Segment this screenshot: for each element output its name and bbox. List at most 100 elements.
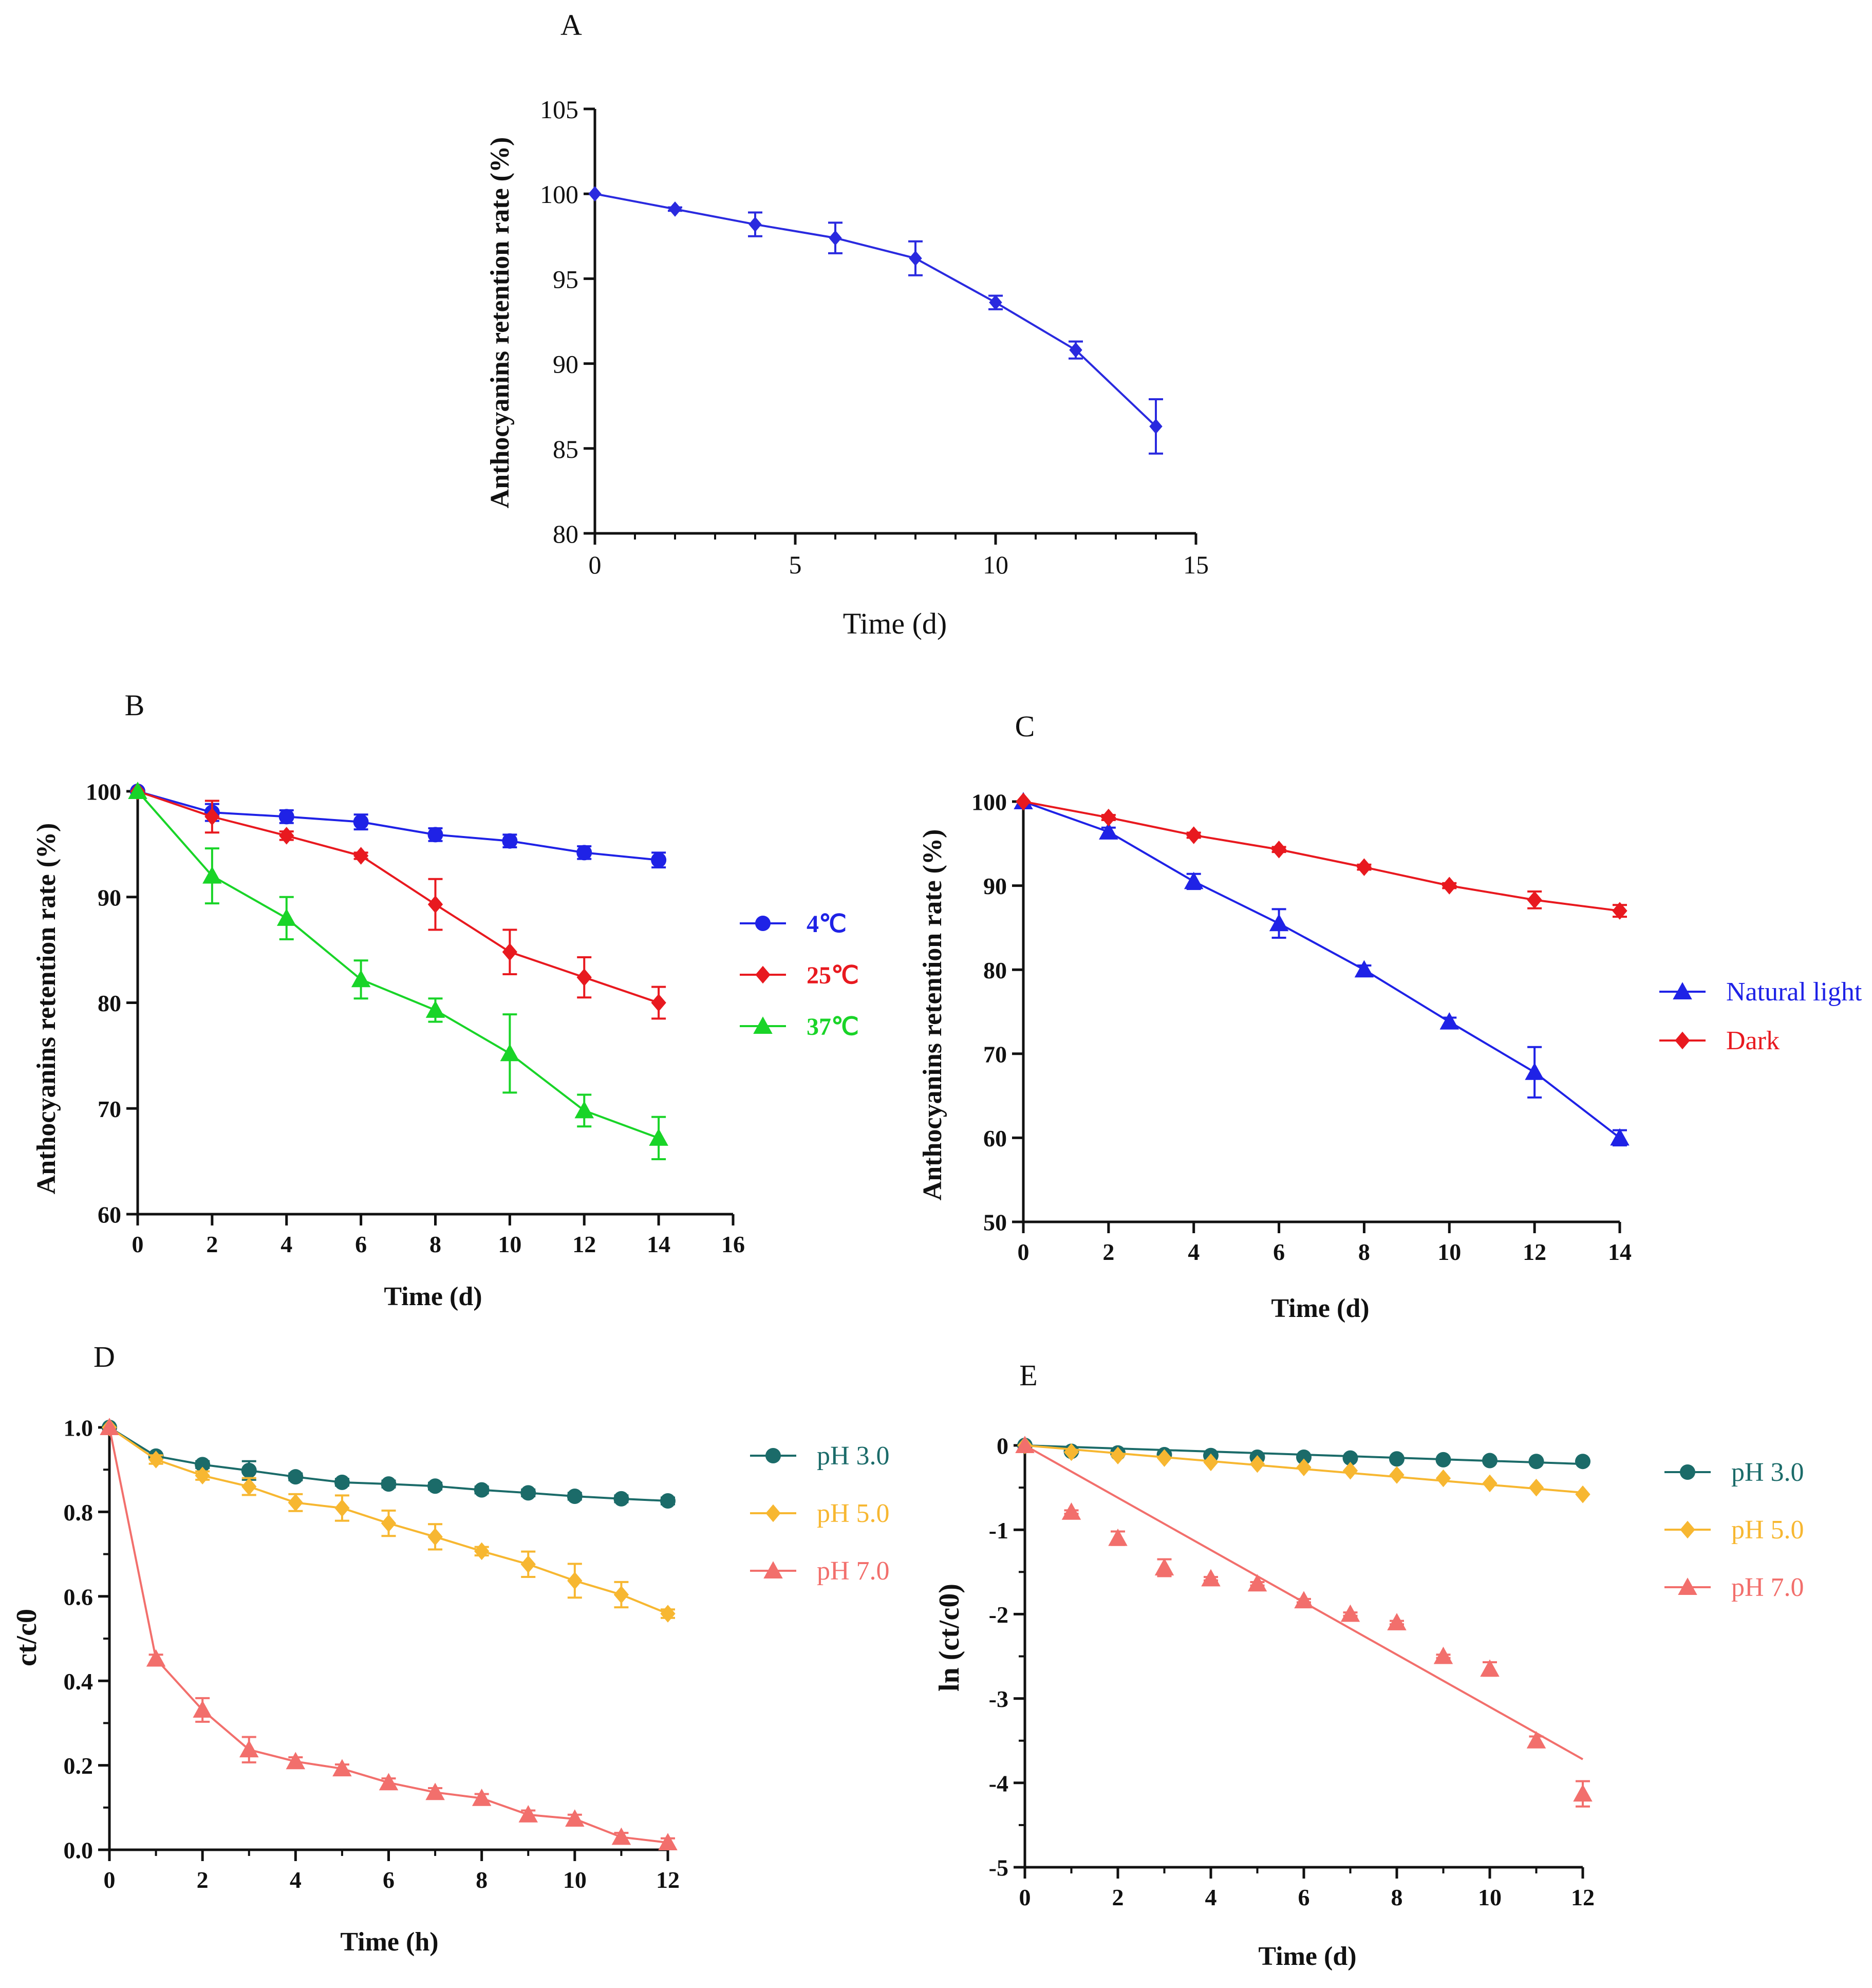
legend-label: 37℃ (807, 1013, 859, 1041)
y-tick-label: 100 (86, 779, 121, 805)
data-point (332, 1759, 352, 1777)
legend-label: pH 7.0 (817, 1556, 890, 1586)
data-point (351, 970, 371, 988)
data-point (1201, 1569, 1221, 1587)
data-point (204, 808, 220, 826)
data-point (1354, 960, 1374, 978)
y-tick-label: -3 (989, 1686, 1008, 1712)
data-point (574, 1101, 594, 1119)
series-line (137, 790, 659, 1139)
y-tick-label: 0.2 (64, 1753, 93, 1779)
plot-area (100, 1418, 678, 1851)
y-tick-label: 80 (983, 957, 1007, 983)
data-point (1342, 1450, 1358, 1466)
legend-label: 25℃ (807, 962, 859, 989)
data-point (474, 1482, 490, 1498)
data-point (829, 230, 842, 246)
y-axis-title: Anthocyanins retention rate (%) (32, 823, 61, 1195)
plot-area (1014, 792, 1630, 1147)
data-point (279, 827, 294, 845)
data-point (427, 1478, 443, 1494)
legend-marker (1675, 1031, 1690, 1050)
data-point (146, 1649, 166, 1667)
x-tick-label: 6 (1298, 1884, 1310, 1910)
y-axis-title: ct/c0 (11, 1609, 43, 1666)
x-tick-label: 0 (1019, 1884, 1031, 1910)
x-tick-label: 8 (1358, 1239, 1370, 1265)
legend-label: pH 5.0 (1731, 1515, 1804, 1545)
x-tick-label: 6 (355, 1231, 367, 1257)
data-point (649, 1128, 668, 1146)
axes: 0 2 4 6 8 10 12 -5 -4 -3 -2 -1 0 (989, 1433, 1595, 1910)
legend: pH 3.0 pH 5.0 pH 7.0 (1664, 1458, 1804, 1602)
legend-marker (765, 1504, 781, 1522)
data-point (1387, 1613, 1407, 1630)
data-point (381, 1476, 397, 1492)
data-point (1342, 1462, 1358, 1480)
y-tick-label: 100 (540, 180, 578, 209)
data-point (1482, 1453, 1497, 1469)
panel-label: D (93, 1340, 115, 1373)
data-point (1099, 822, 1118, 840)
y-tick-label: -5 (989, 1855, 1008, 1881)
y-axis-title: ln (ct/c0) (933, 1584, 965, 1692)
data-point (1296, 1458, 1312, 1476)
y-tick-label: 90 (983, 873, 1007, 899)
data-point (520, 1485, 536, 1501)
legend-item: pH 7.0 (750, 1556, 890, 1586)
y-tick-label: 80 (98, 990, 121, 1016)
data-point (651, 994, 666, 1012)
y-tick-label: 0 (997, 1433, 1008, 1459)
y-axis-title: Anthocyanins retention rate (%) (485, 137, 515, 509)
axes: 0 2 4 6 8 10 12 0.0 0.2 0.4 0.6 0.8 1.0 (64, 1415, 680, 1893)
data-point (241, 1462, 257, 1478)
data-point (1247, 1574, 1267, 1592)
data-point (195, 1466, 210, 1484)
legend-item: pH 5.0 (1664, 1515, 1804, 1545)
series-line (594, 193, 1157, 428)
data-point (1271, 841, 1287, 859)
x-tick-label: 4 (280, 1231, 292, 1257)
data-point (288, 1494, 303, 1512)
data-point (1575, 1485, 1590, 1503)
data-point (1526, 1731, 1546, 1749)
data-point (1184, 871, 1204, 889)
legend-item: pH 3.0 (750, 1441, 890, 1471)
data-point (148, 1451, 164, 1469)
panel-b: B 0 2 4 6 8 10 12 14 16 60 70 80 90 100 Time (d) Anth… (32, 689, 859, 1311)
x-tick-label: 8 (429, 1231, 441, 1257)
legend-label: Natural light (1726, 977, 1862, 1007)
series-line (137, 790, 659, 1004)
series-line (137, 790, 659, 861)
y-tick-label: 105 (540, 95, 578, 124)
data-point (193, 1700, 212, 1718)
data-point (100, 1418, 119, 1435)
data-point (658, 1833, 678, 1851)
data-point (565, 1809, 585, 1827)
data-point (1061, 1502, 1081, 1520)
data-point (202, 866, 222, 884)
data-point (1149, 418, 1163, 434)
data-point (241, 1477, 257, 1496)
legend-marker (1673, 982, 1692, 999)
data-point (1154, 1558, 1174, 1576)
data-point (502, 943, 518, 961)
data-point (1340, 1604, 1360, 1622)
data-point (1435, 1452, 1451, 1467)
panel-label: A (560, 8, 582, 42)
series-4- (130, 784, 667, 869)
data-point (1439, 1012, 1459, 1030)
data-point (427, 1528, 443, 1546)
data-point (286, 1752, 306, 1770)
x-tick-label: 6 (383, 1867, 395, 1893)
data-point (1203, 1453, 1219, 1472)
x-tick-label: 14 (647, 1231, 670, 1257)
x-tick-label: 6 (1273, 1239, 1285, 1265)
x-tick-label: 16 (721, 1231, 745, 1257)
data-point (1108, 1528, 1128, 1546)
x-tick-label: 0 (104, 1867, 116, 1893)
data-point (288, 1469, 304, 1485)
data-point (472, 1788, 492, 1806)
data-point (613, 1586, 629, 1604)
y-tick-label: -2 (989, 1602, 1008, 1628)
